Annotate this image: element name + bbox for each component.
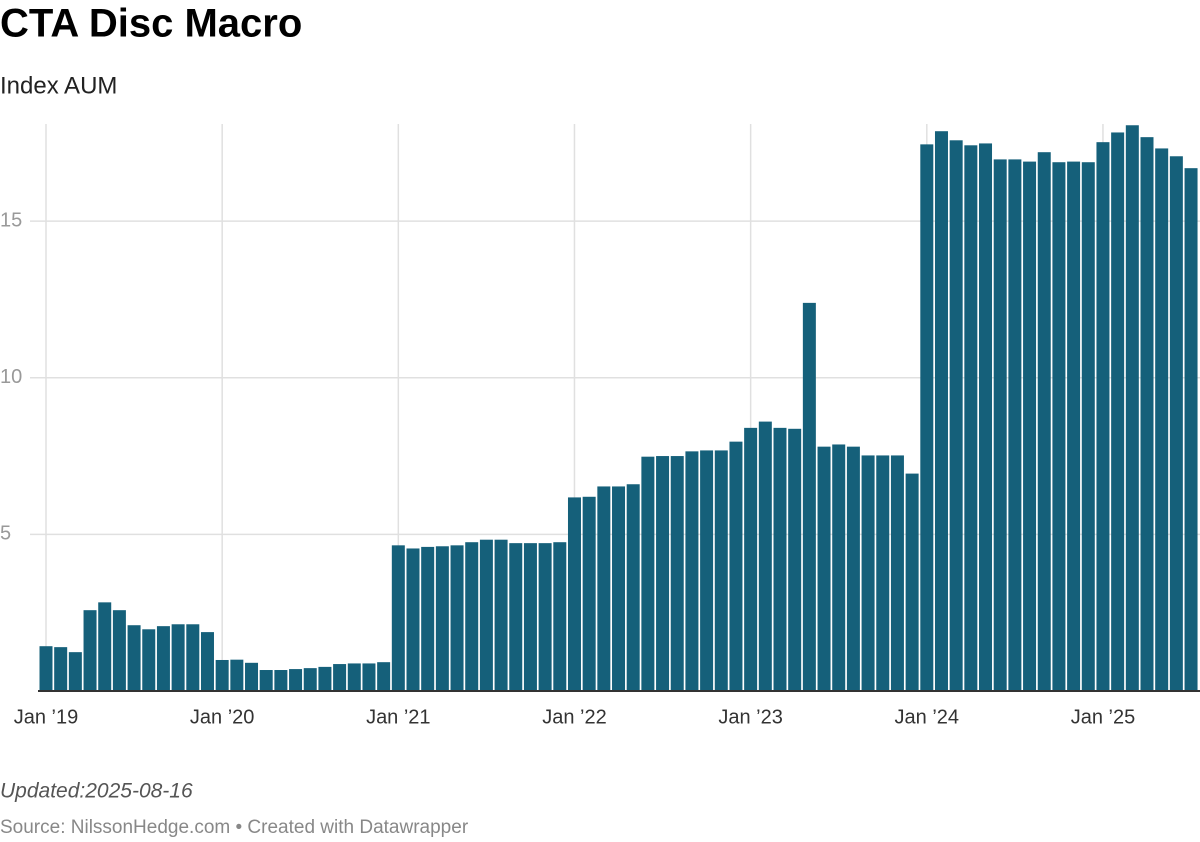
- bar: [68, 652, 82, 691]
- bar: [538, 543, 552, 691]
- bar: [773, 427, 787, 691]
- bar: [949, 140, 963, 692]
- bar: [509, 543, 523, 691]
- bar: [494, 539, 508, 691]
- bar: [1067, 161, 1081, 691]
- bar: [802, 302, 816, 691]
- bar: [700, 450, 714, 691]
- bar: [39, 646, 53, 691]
- bar: [1111, 132, 1125, 691]
- bar: [274, 670, 288, 691]
- bar: [83, 610, 97, 691]
- x-tick-label: Jan ’23: [718, 706, 783, 728]
- bar: [934, 131, 948, 692]
- bar: [450, 545, 464, 691]
- bar: [289, 669, 303, 691]
- bar: [817, 446, 831, 691]
- bar: [1155, 148, 1169, 691]
- bar: [156, 626, 170, 691]
- bar: [1052, 162, 1066, 692]
- bar: [979, 143, 993, 691]
- bar: [142, 629, 156, 691]
- bar: [890, 455, 904, 691]
- x-tick-label: Jan ’22: [542, 706, 607, 728]
- bar: [259, 670, 273, 691]
- x-tick-label: Jan ’20: [190, 706, 255, 728]
- bar: [861, 455, 875, 691]
- bar: [656, 456, 670, 691]
- y-tick-label: 5: [0, 523, 11, 545]
- source: Source: NilssonHedge.com • Created with …: [0, 817, 469, 838]
- bar: [832, 444, 846, 691]
- bar: [846, 446, 860, 691]
- chart-subtitle: Index AUM: [0, 72, 117, 99]
- bar: [186, 624, 200, 691]
- bar: [421, 546, 435, 691]
- bar: [788, 428, 802, 691]
- bar: [523, 543, 537, 691]
- bar: [597, 486, 611, 691]
- x-tick-label: Jan ’21: [366, 706, 431, 728]
- bar: [744, 427, 758, 691]
- bar: [1081, 162, 1095, 692]
- bar: [1125, 125, 1139, 691]
- bar: [714, 450, 728, 691]
- bar: [1096, 142, 1110, 691]
- x-tick-label: Jan ’25: [1071, 706, 1136, 728]
- bar: [964, 145, 978, 692]
- bar: [1140, 137, 1154, 691]
- bar: [98, 602, 112, 691]
- bar: [758, 421, 772, 691]
- bar: [670, 456, 684, 691]
- bar: [215, 659, 229, 691]
- y-tick-label: 15: [0, 209, 22, 231]
- bar: [582, 496, 596, 691]
- bar: [1169, 156, 1183, 691]
- bar: [567, 497, 581, 691]
- bar: [303, 668, 317, 691]
- bar: [685, 451, 699, 691]
- x-tick-label: Jan ’19: [14, 706, 79, 728]
- bar: [435, 546, 449, 691]
- bar: [612, 486, 626, 691]
- bar: [641, 456, 655, 691]
- bar: [171, 624, 185, 691]
- bar: [1008, 159, 1022, 692]
- bar: [54, 647, 68, 691]
- bar: [406, 548, 420, 691]
- bar: [347, 663, 361, 691]
- bar: [1037, 152, 1051, 692]
- bar: [200, 632, 214, 691]
- bar: [876, 455, 890, 691]
- bar: [553, 542, 567, 691]
- bar: [905, 473, 919, 691]
- bar: [391, 545, 405, 691]
- bar: [465, 542, 479, 691]
- y-tick-label: 10: [0, 366, 22, 388]
- bar: [479, 539, 493, 691]
- bar: [127, 625, 141, 691]
- chart-title: CTA Disc Macro: [0, 2, 302, 46]
- bar: [993, 159, 1007, 692]
- bar: [920, 144, 934, 691]
- bar: [112, 610, 126, 691]
- bar: [1023, 161, 1037, 691]
- bar: [362, 663, 376, 691]
- bar: [318, 666, 332, 691]
- bar: [626, 484, 640, 691]
- bar: [377, 662, 391, 691]
- x-tick-label: Jan ’24: [895, 706, 960, 728]
- bar: [333, 664, 347, 691]
- bar: [245, 662, 259, 691]
- bar: [729, 441, 743, 691]
- bar: [230, 659, 244, 691]
- note: Updated:2025-08-16: [0, 780, 193, 803]
- bar: [1184, 168, 1198, 691]
